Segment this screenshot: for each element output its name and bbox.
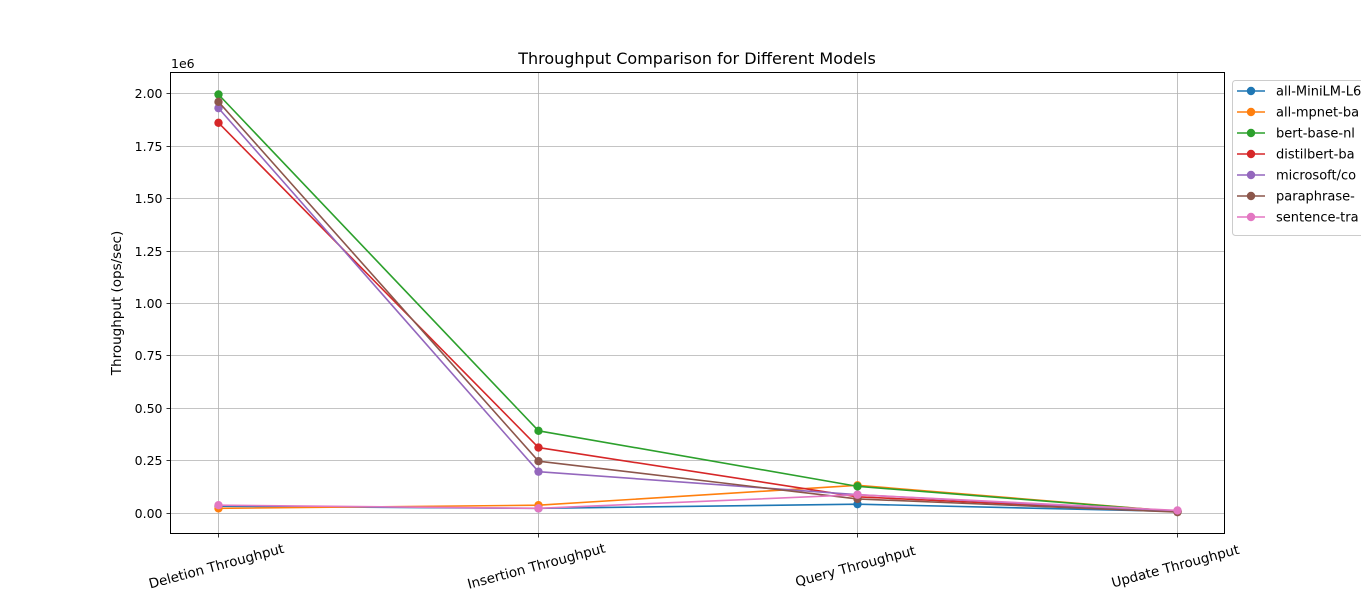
- legend-label: paraphrase-: [1276, 190, 1355, 205]
- y-tick-label: 0.75: [135, 348, 163, 363]
- chart-title: Throughput Comparison for Different Mode…: [517, 49, 876, 68]
- legend-item: all-mpnet-ba: [1237, 106, 1359, 121]
- legend-item: paraphrase-: [1237, 190, 1355, 205]
- data-point: [1173, 506, 1182, 515]
- y-tick-label: 0.00: [135, 506, 163, 521]
- legend-label: distilbert-ba: [1276, 148, 1355, 163]
- legend-label: all-mpnet-ba: [1276, 106, 1359, 121]
- y-axis-label: Throughput (ops/sec): [109, 231, 125, 376]
- legend-item: microsoft/co: [1237, 169, 1356, 184]
- legend-marker: [1246, 107, 1256, 117]
- y-tick-label: 1.75: [135, 139, 163, 154]
- data-point: [214, 118, 223, 127]
- y-tick-label: 2.00: [135, 86, 163, 101]
- series-3: [214, 118, 1182, 516]
- y-tick-label: 0.25: [135, 453, 163, 468]
- series-line: [217, 101, 1178, 513]
- x-tick-label: Insertion Throughput: [466, 541, 607, 593]
- series-2: [214, 90, 1182, 516]
- y-tick-label: 1.00: [135, 296, 163, 311]
- data-point: [214, 103, 223, 113]
- legend-marker: [1246, 128, 1256, 138]
- legend-item: all-MiniLM-L6: [1237, 85, 1361, 100]
- data-point: [853, 482, 862, 491]
- series-5: [214, 97, 1182, 517]
- plot-area-frame: [170, 72, 1225, 534]
- legend-item: distilbert-ba: [1237, 148, 1355, 163]
- series-line: [217, 122, 1178, 513]
- data-point: [214, 90, 223, 99]
- data-point: [534, 426, 543, 436]
- legend-marker: [1246, 86, 1256, 96]
- y-axis-offset-label: 1e6: [171, 56, 195, 71]
- series-line: [217, 107, 1178, 513]
- legend-item: sentence-tra: [1237, 211, 1359, 226]
- series-lines: [214, 90, 1182, 517]
- data-point: [534, 504, 543, 513]
- legend-label: microsoft/co: [1276, 169, 1356, 184]
- y-tick-label: 1.25: [135, 244, 163, 259]
- legend-marker: [1246, 170, 1256, 180]
- x-tick-label: Update Throughput: [1110, 542, 1241, 592]
- grid-lines: [170, 72, 1225, 534]
- legend-label: sentence-tra: [1276, 211, 1359, 226]
- series-6: [214, 490, 1182, 515]
- x-tick-label: Deletion Throughput: [147, 541, 286, 593]
- axes: Deletion Throughput Insertion Throughput Q…: [135, 86, 1241, 593]
- legend-item: bert-base-nl: [1237, 127, 1355, 142]
- data-point: [534, 457, 543, 466]
- data-point: [853, 490, 862, 499]
- series-1: [214, 481, 1182, 516]
- legend-marker: [1246, 149, 1256, 159]
- data-point: [534, 467, 543, 476]
- data-point: [534, 443, 543, 452]
- series-4: [214, 103, 1182, 516]
- legend-label: all-MiniLM-L6: [1276, 85, 1361, 100]
- series-line: [217, 93, 1178, 513]
- legend-marker: [1246, 212, 1256, 222]
- data-point: [214, 97, 223, 107]
- series-line: [218, 493, 1178, 512]
- legend: all-MiniLM-L6 all-mpnet-ba bert-base-nl dis…: [1232, 80, 1361, 236]
- y-tick-label: 1.50: [135, 191, 163, 206]
- legend-marker: [1246, 191, 1256, 201]
- x-tick-label: Query Throughput: [794, 543, 918, 590]
- data-point: [214, 501, 223, 510]
- legend-label: bert-base-nl: [1276, 127, 1355, 142]
- y-tick-label: 0.50: [135, 401, 163, 416]
